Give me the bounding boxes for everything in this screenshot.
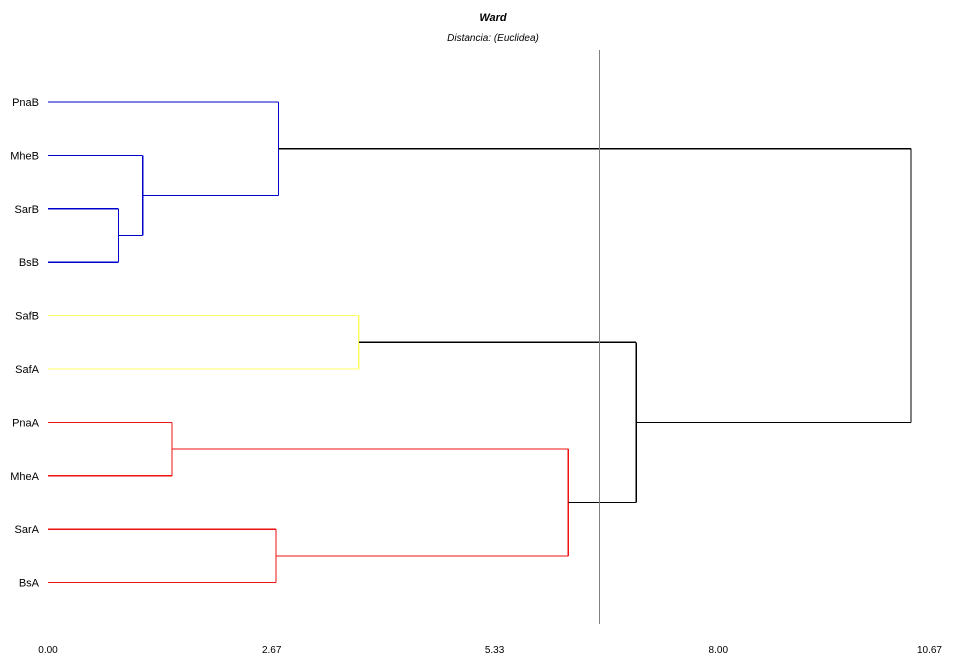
leaf-label-sarb: SarB [15, 204, 39, 216]
leaf-label-pnab: PnaB [12, 97, 39, 109]
x-tick-label: 8.00 [709, 645, 729, 653]
leaf-label-safb: SafB [15, 311, 39, 323]
chart-title: Ward [479, 12, 507, 24]
x-axis: 0.00 2.67 5.33 8.00 10.67 [38, 645, 942, 653]
leaf-label-pnaa: PnaA [12, 417, 40, 429]
leaf-label-safa: SafA [15, 364, 40, 376]
leaf-label-sara: SarA [15, 524, 40, 536]
leaf-label-mhea: MheA [10, 471, 39, 483]
dendrogram-links [48, 101, 912, 584]
x-tick-label: 2.67 [262, 645, 282, 653]
x-tick-label: 0.00 [38, 645, 58, 653]
x-tick-label: 10.67 [917, 645, 942, 653]
x-tick-label: 5.33 [485, 645, 505, 653]
leaf-label-bsa: BsA [19, 578, 40, 590]
chart-subtitle: Distancia: (Euclidea) [447, 33, 539, 44]
leaf-label-mheb: MheB [10, 150, 39, 162]
leaf-label-bsb: BsB [19, 257, 39, 269]
leaf-labels: PnaB MheB SarB BsB SafB SafA PnaA MheA SarA BsA [10, 97, 39, 590]
